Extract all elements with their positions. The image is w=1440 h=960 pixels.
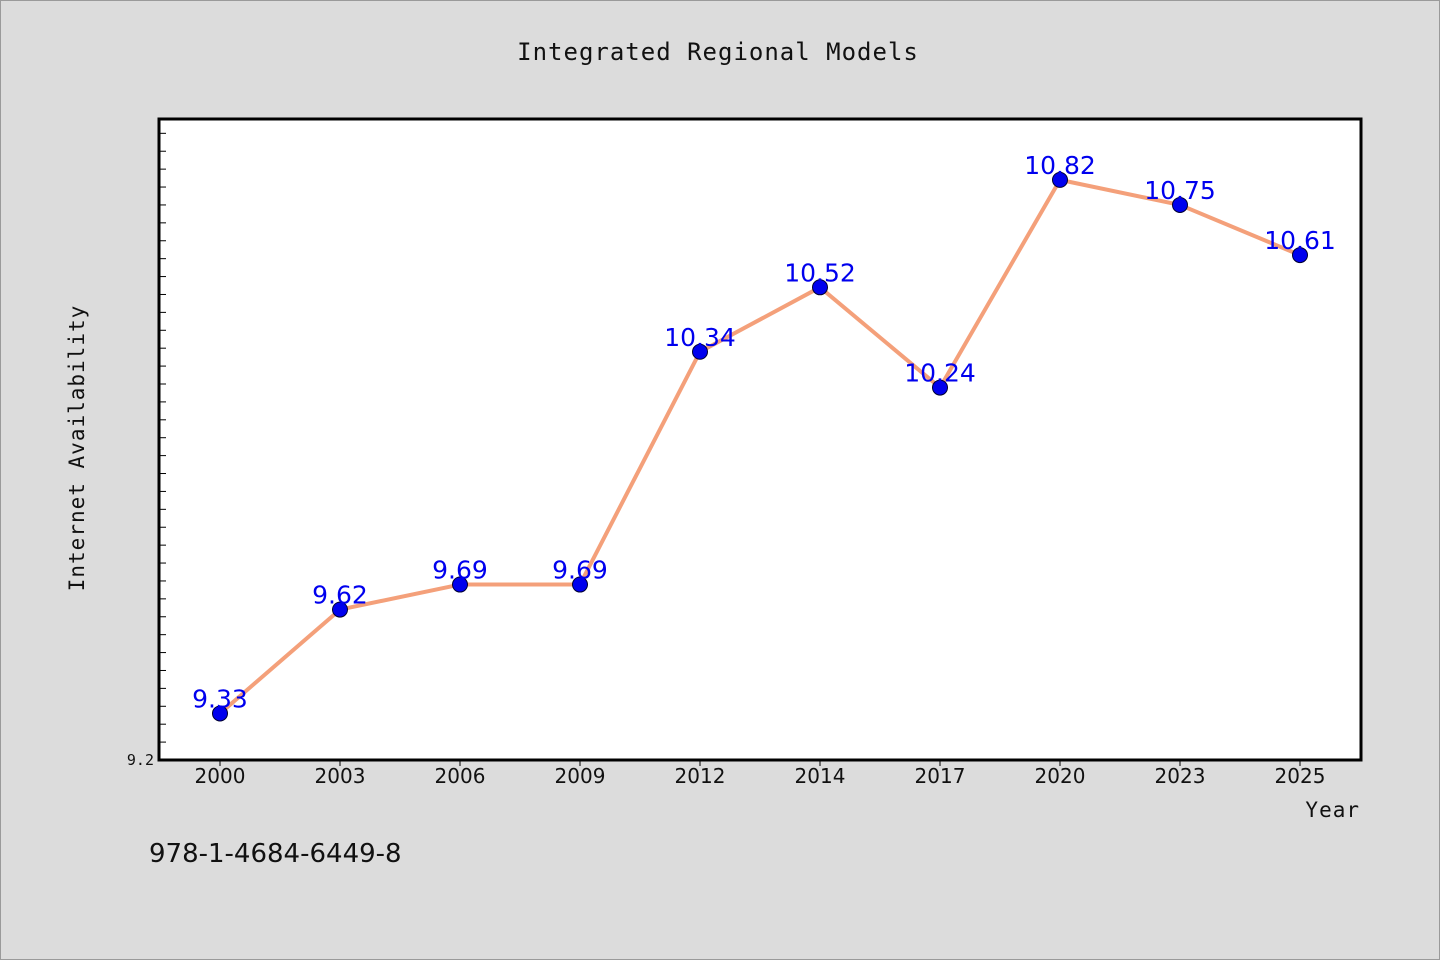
x-tick-label: 2003 bbox=[315, 764, 366, 788]
data-point bbox=[812, 279, 828, 296]
x-tick-label: 2000 bbox=[195, 764, 246, 788]
x-tick-label: 2025 bbox=[1275, 764, 1326, 788]
plot-area bbox=[157, 117, 1363, 762]
data-point bbox=[572, 576, 588, 593]
data-labels: 9.33 9.62 9.69 9.69 10.34 10.52 10.24 10.82 10.7… bbox=[192, 151, 1336, 714]
data-label: 10.34 bbox=[664, 323, 736, 352]
data-label: 9.33 bbox=[192, 684, 248, 713]
x-tick-labels: 2000 2003 2006 2009 2012 2014 2017 2020 2023 2025 bbox=[195, 764, 1326, 788]
x-axis-label: Year bbox=[1305, 798, 1360, 822]
x-tick-label: 2020 bbox=[1035, 764, 1086, 788]
x-tick-label: 2012 bbox=[675, 764, 726, 788]
x-tick-label: 2006 bbox=[435, 764, 486, 788]
chart-title: Integrated Regional Models bbox=[517, 38, 919, 66]
data-markers bbox=[212, 171, 1308, 722]
y-axis-label: Internet Availability bbox=[65, 305, 89, 592]
data-label: 9.62 bbox=[312, 581, 368, 610]
data-point bbox=[932, 379, 948, 396]
x-tick-label: 2017 bbox=[915, 764, 966, 788]
data-label: 10.24 bbox=[904, 359, 976, 388]
data-label: 10.52 bbox=[784, 258, 856, 287]
data-label: 10.75 bbox=[1144, 176, 1216, 205]
x-ticks bbox=[219, 760, 1301, 766]
isbn-text: 978-1-4684-6449-8 bbox=[149, 839, 402, 869]
data-point bbox=[1292, 247, 1308, 264]
x-tick-label: 2014 bbox=[795, 764, 846, 788]
series-line bbox=[218, 177, 1302, 716]
data-point bbox=[692, 343, 708, 360]
x-tick-label: 2009 bbox=[555, 764, 606, 788]
data-point bbox=[1172, 196, 1188, 213]
data-point bbox=[452, 576, 468, 593]
x-tick-label: 2023 bbox=[1155, 764, 1206, 788]
y-minor-ticks bbox=[159, 132, 166, 743]
data-label: 10.61 bbox=[1264, 226, 1336, 255]
data-point bbox=[1052, 171, 1068, 188]
y-tick-labels: 9.2 bbox=[127, 751, 154, 769]
data-label: 10.82 bbox=[1024, 151, 1096, 180]
data-point bbox=[212, 705, 228, 722]
y-tick-label: 9.2 bbox=[127, 751, 154, 769]
data-point bbox=[332, 601, 348, 618]
data-label: 9.69 bbox=[432, 556, 488, 585]
data-label: 9.69 bbox=[552, 556, 608, 585]
